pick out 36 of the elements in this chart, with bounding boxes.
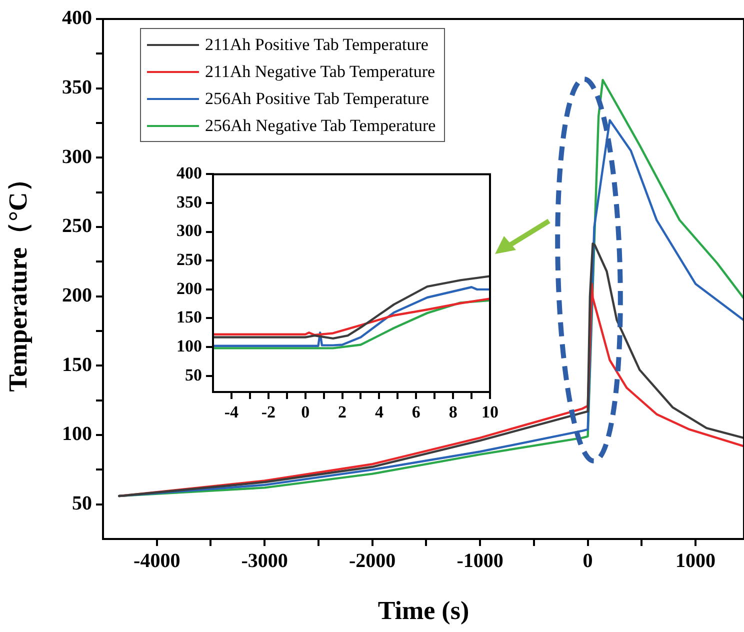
y-tick-label: 350: [176, 192, 202, 212]
legend-label: 256Ah Positive Tab Temperature: [205, 88, 430, 108]
x-tick-label: 1000: [676, 550, 716, 572]
x-tick-label: -1000: [456, 550, 504, 572]
y-tick-label: 300: [62, 146, 92, 168]
y-tick-label: 350: [62, 76, 92, 99]
x-tick-label: -2: [261, 402, 276, 422]
x-tick-label: 8: [448, 402, 458, 422]
y-tick-label: 200: [62, 284, 92, 307]
x-tick-label: -2000: [348, 550, 396, 572]
x-axis-title: Time (s): [378, 596, 470, 626]
x-tick-label: -3000: [241, 550, 288, 572]
y-tick-label: 300: [176, 221, 202, 240]
legend-label: 256Ah Negative Tab Temperature: [205, 116, 436, 136]
legend-label: 211Ah Negative Tab Temperature: [205, 62, 436, 82]
x-tick-label: 6: [412, 402, 420, 422]
y-axis-title: Temperature（°C）: [3, 166, 32, 392]
y-tick-label: 150: [176, 308, 202, 327]
y-tick-label: 200: [176, 278, 202, 298]
x-tick-label: -4: [224, 402, 240, 422]
y-tick-label: 50: [185, 365, 202, 384]
x-tick-label: 2: [338, 402, 347, 422]
x-tick-label: 4: [374, 402, 384, 422]
y-tick-label: 100: [62, 423, 92, 446]
y-tick-label: 250: [62, 215, 92, 238]
y-tick-label: 100: [176, 336, 202, 356]
x-tick-label: -4000: [134, 550, 180, 572]
y-tick-label: 400: [62, 7, 92, 30]
x-tick-label: 0: [582, 550, 593, 572]
y-tick-label: 400: [176, 164, 202, 183]
y-tick-label: 150: [62, 354, 92, 376]
y-tick-label: 250: [176, 250, 202, 270]
x-tick-label: 0: [301, 402, 310, 422]
x-tick-label: 10: [482, 402, 498, 422]
y-tick-label: 50: [72, 492, 92, 515]
legend-label: 211Ah Positive Tab Temperature: [205, 34, 428, 54]
